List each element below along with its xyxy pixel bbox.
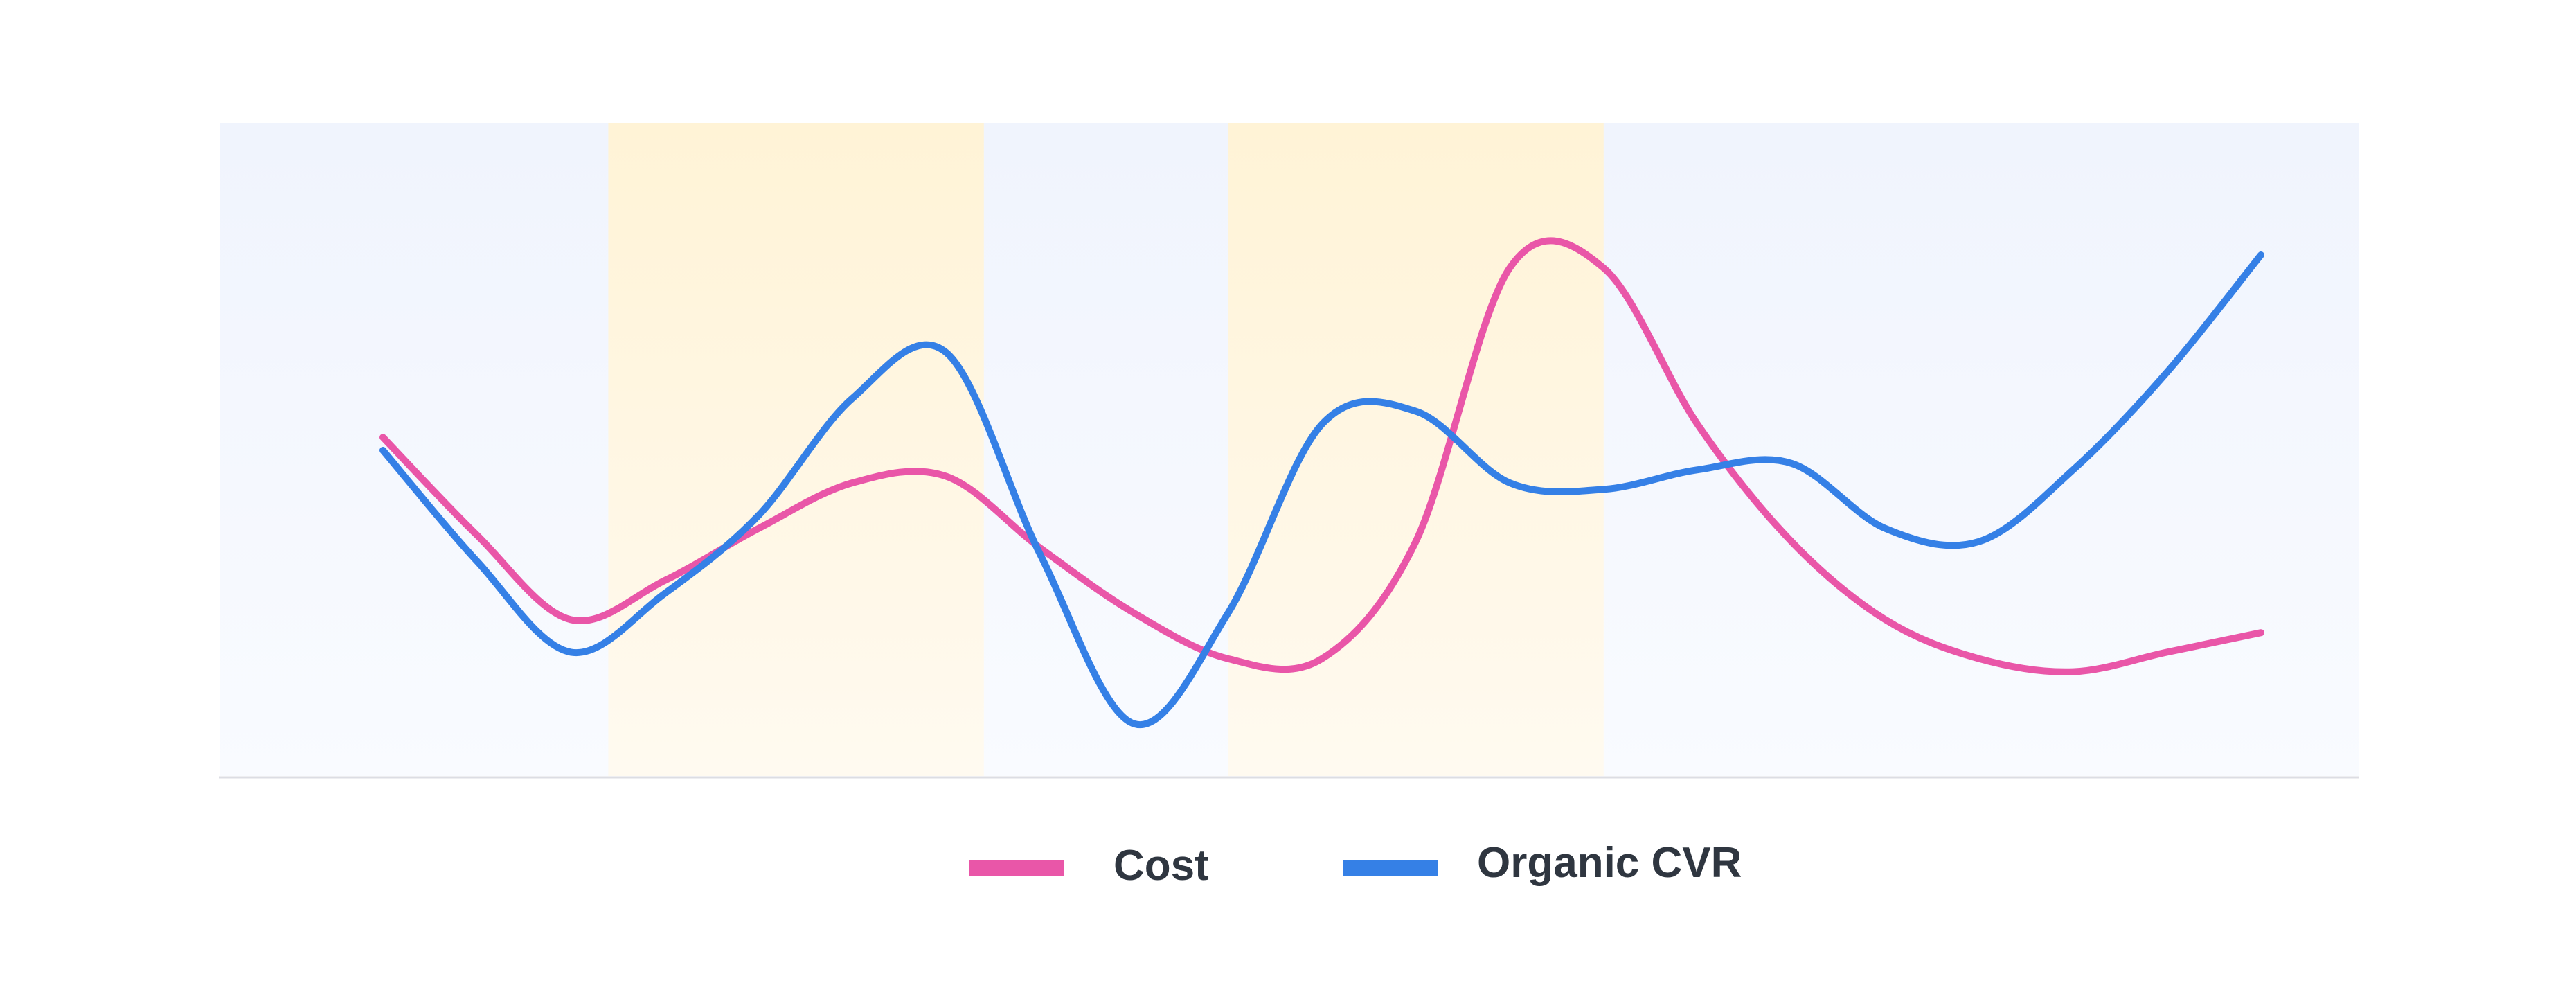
legend-item-cost[interactable]: Cost <box>969 831 1246 901</box>
highlight-band-2 <box>1228 123 1604 776</box>
series-line-cost <box>379 237 2264 675</box>
legend-swatch-cost <box>969 860 1064 876</box>
legend-item-organic-cvr[interactable]: Organic CVR <box>1343 831 1787 901</box>
series-line-organic-cvr <box>379 251 2264 729</box>
legend-label-cost: Cost <box>1113 842 1209 890</box>
legend: Cost Organic CVR <box>0 831 2576 901</box>
series-lines <box>379 237 2264 729</box>
highlight-band-1 <box>608 123 984 776</box>
legend-label-organic-cvr: Organic CVR <box>1477 839 1742 887</box>
highlight-bands <box>608 123 1604 776</box>
legend-swatch-organic-cvr <box>1343 860 1438 876</box>
